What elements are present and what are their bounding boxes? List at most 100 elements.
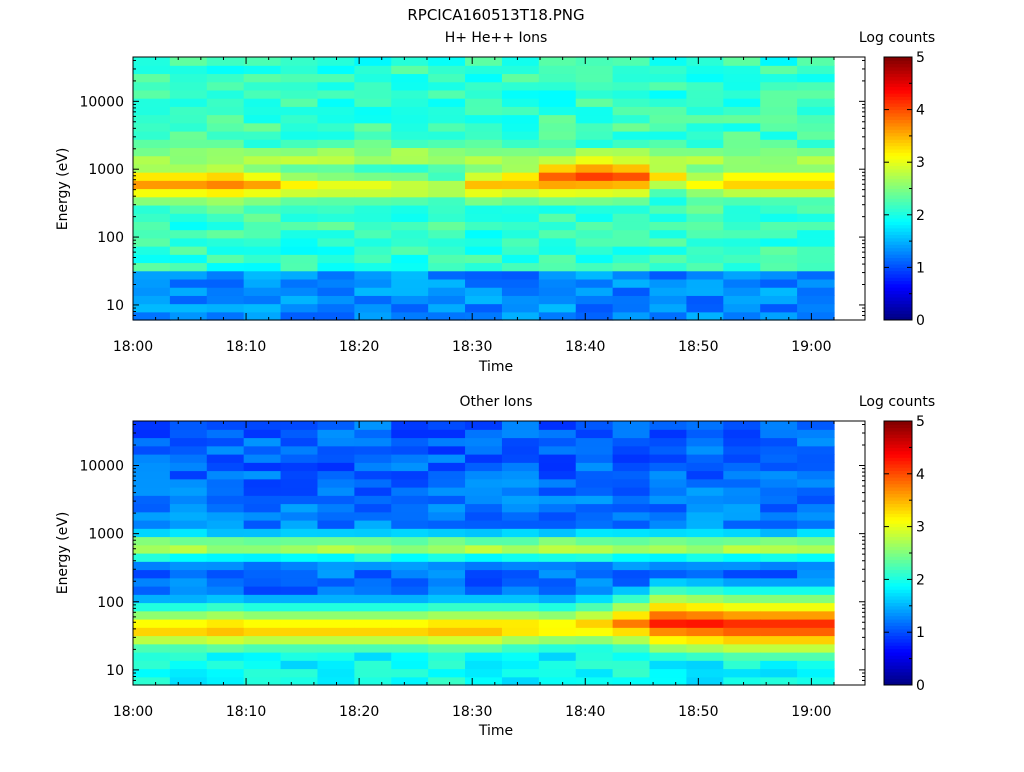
heatmap-cell — [760, 544, 798, 554]
heatmap-cell — [354, 98, 392, 107]
colorbar-swatch — [884, 224, 912, 229]
heatmap-cell — [317, 147, 355, 157]
heatmap-cell — [686, 204, 724, 214]
heatmap-cell — [317, 536, 355, 546]
heatmap-cell — [243, 147, 282, 157]
heatmap-cell — [391, 586, 429, 595]
heatmap-cell — [501, 221, 540, 231]
heatmap-cell — [649, 429, 688, 439]
colorbar-swatch — [884, 678, 912, 683]
heatmap-cell — [575, 553, 614, 562]
heatmap-cell — [428, 303, 466, 313]
heatmap-cell — [243, 553, 282, 562]
heatmap-cell — [465, 147, 503, 157]
heatmap-cell — [649, 553, 688, 562]
heatmap-cell — [649, 511, 688, 521]
heatmap-cell — [317, 303, 355, 313]
colorbar-swatch — [884, 93, 912, 97]
colorbar-label: Log counts — [859, 30, 935, 46]
heatmap-cell — [649, 204, 688, 214]
colorbar-tick-label: 2 — [916, 208, 925, 224]
heatmap-cell — [649, 287, 688, 296]
heatmap-cell — [317, 65, 355, 75]
heatmap-cell — [797, 454, 835, 463]
heatmap-cell — [280, 106, 319, 116]
heatmap-cell — [391, 577, 429, 587]
heatmap-cell — [428, 89, 466, 99]
heatmap-cell — [169, 627, 208, 637]
heatmap-cell — [797, 221, 835, 231]
heatmap-cell — [280, 237, 319, 247]
colorbar-swatch — [884, 437, 912, 442]
heatmap-cell — [575, 295, 614, 305]
heatmap-cell — [538, 262, 577, 272]
y-tick-label: 10000 — [79, 94, 124, 110]
heatmap-cell — [354, 237, 392, 247]
heatmap-cell — [686, 610, 724, 620]
heatmap-cell — [612, 98, 651, 107]
x-tick-label: 18:50 — [678, 339, 718, 355]
heatmap-cell — [538, 221, 577, 231]
heatmap-cell — [612, 478, 651, 488]
heatmap-cell — [354, 229, 392, 239]
colorbar-swatch — [884, 652, 912, 656]
heatmap-cell — [280, 172, 319, 181]
heatmap-cell — [391, 122, 429, 132]
heatmap-cell — [465, 652, 503, 661]
heatmap-cell — [354, 660, 392, 670]
heatmap-cell — [317, 262, 355, 272]
heatmap-cell — [686, 262, 724, 272]
heatmap-cell — [428, 221, 466, 231]
colorbar-swatch — [884, 510, 912, 514]
heatmap-cell — [206, 610, 245, 620]
heatmap-cell — [649, 643, 688, 653]
heatmap-cell — [243, 495, 282, 505]
heatmap-cell — [169, 594, 208, 604]
heatmap-cell — [243, 586, 282, 595]
heatmap-cell — [501, 122, 540, 132]
heatmap-cell — [612, 262, 651, 272]
heatmap-cell — [686, 495, 724, 505]
heatmap-cell — [538, 163, 577, 173]
heatmap-cell — [354, 602, 392, 612]
heatmap-cell — [133, 511, 171, 521]
heatmap-cell — [538, 254, 577, 264]
heatmap-cell — [133, 254, 171, 264]
heatmap-cell — [133, 204, 171, 214]
heatmap-cell — [649, 229, 688, 239]
heatmap-cell — [133, 429, 171, 439]
heatmap-cell — [169, 89, 208, 99]
heatmap-cell — [538, 627, 577, 637]
heatmap-cell — [133, 188, 171, 198]
heatmap-cell — [686, 246, 724, 255]
heatmap-cell — [760, 147, 798, 157]
heatmap-cell — [391, 536, 429, 546]
colorbar-swatch — [884, 231, 912, 236]
colorbar-swatch — [884, 306, 912, 311]
heatmap-cell — [501, 278, 540, 288]
heatmap-cell — [649, 610, 688, 620]
heatmap-cell — [317, 478, 355, 488]
heatmap-cell — [686, 311, 724, 321]
heatmap-cell — [391, 487, 429, 496]
heatmap-cell — [391, 445, 429, 455]
heatmap-cell — [760, 295, 798, 305]
colorbar-swatch — [884, 106, 912, 111]
heatmap-cell — [465, 528, 503, 538]
heatmap-cell — [575, 544, 614, 554]
heatmap-cell — [206, 511, 245, 521]
heatmap-cell — [428, 81, 466, 91]
heatmap-cell — [243, 155, 282, 165]
heatmap-cell — [317, 122, 355, 132]
heatmap-cell — [428, 619, 466, 628]
heatmap-cell — [133, 487, 171, 496]
heatmap-cell — [169, 470, 208, 480]
heatmap-cell — [538, 229, 577, 239]
heatmap-cell — [501, 445, 540, 455]
heatmap-cell — [169, 610, 208, 620]
heatmap-cell — [575, 106, 614, 116]
heatmap-cell — [465, 196, 503, 206]
colorbar-swatch — [884, 635, 912, 640]
heatmap-cell — [501, 246, 540, 255]
colorbar-tick-label: 3 — [916, 155, 925, 171]
